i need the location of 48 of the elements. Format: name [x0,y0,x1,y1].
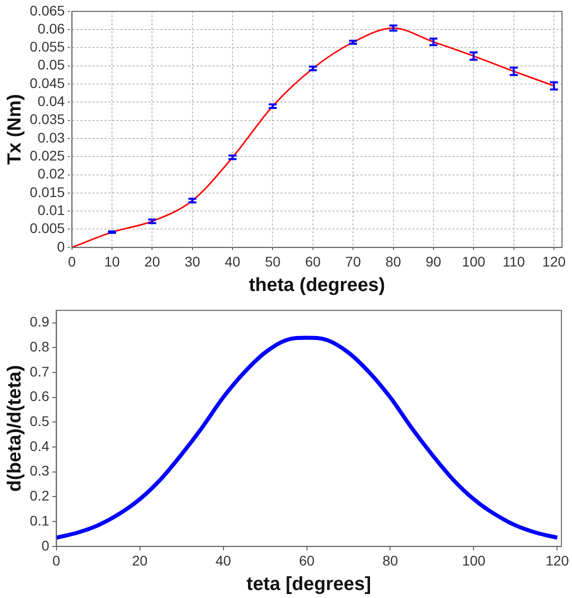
x-tick-label: 0 [68,254,76,270]
x-tick-label: 20 [144,254,160,270]
y-axis-title: d(beta)/d(teta) [4,365,26,492]
y-tick-label: 0.01 [38,202,66,218]
x-tick-label: 120 [542,254,566,270]
y-tick-label: 0.05 [38,56,66,73]
line-series [56,336,560,540]
y-tick-label: 0.9 [30,314,50,330]
y-tick-label: 0.045 [30,74,66,91]
y-axis-title: Tx (Nm) [4,94,26,165]
x-tick-label: 80 [382,552,398,569]
y-tick-label: 0.6 [30,388,50,404]
y-tick-label: 0.3 [30,462,50,479]
y-tick-label: 0.1 [30,512,50,528]
x-tick-label: 50 [264,254,281,270]
y-tick-label: 0 [41,537,50,554]
y-tick-label: 0.5 [30,413,50,430]
y-tick-label: 0.8 [30,338,50,355]
y-tick-label: 0.005 [30,220,66,236]
x-axis-title: theta (degrees) [248,274,386,296]
x-tick-label: 60 [305,254,321,270]
y-tick-label: 0.025 [30,147,66,164]
y-tick-label: 0.02 [38,166,66,182]
y-tick-label: 0.035 [30,111,66,128]
y-tick-label: 0.7 [30,363,50,380]
y-tick-label: 0.06 [38,20,66,36]
y-tick-label: 0.015 [30,184,66,200]
x-tick-label: 40 [215,552,232,569]
x-tick-label: 100 [462,254,486,270]
x-tick-label: 30 [184,254,200,270]
x-tick-label: 20 [132,552,148,569]
x-tick-label: 70 [345,254,362,270]
x-tick-label: 40 [224,254,241,270]
x-tick-label: 100 [462,552,486,569]
x-tick-label: 80 [385,254,402,270]
y-tick-label: 0.04 [38,93,66,110]
y-tick-label: 0.065 [30,2,66,18]
x-axis-title: teta [degrees] [246,574,372,595]
y-tick-label: 0.4 [30,438,50,454]
x-tick-label: 60 [298,552,315,569]
x-tick-label: 90 [426,254,442,270]
x-tick-label: 10 [104,254,120,270]
y-tick-label: 0.055 [30,38,66,55]
x-tick-label: 120 [546,552,570,569]
x-tick-label: 110 [502,254,526,270]
y-tick-label: 0.03 [38,129,66,146]
y-tick-label: 0.2 [30,488,50,504]
y-tick-label: 0 [57,238,66,254]
